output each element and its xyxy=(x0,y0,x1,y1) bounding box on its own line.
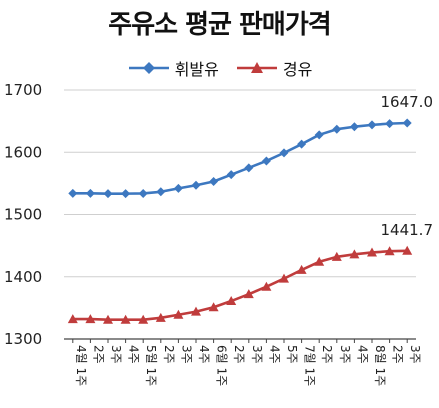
x-tick-label: 5월 1주 xyxy=(144,345,158,386)
point-diesel xyxy=(67,314,78,324)
x-tick-label: 3주 xyxy=(250,345,264,364)
x-tick-label: 4월 1주 xyxy=(74,345,88,386)
point-gasoline xyxy=(297,139,307,149)
point-gasoline xyxy=(173,183,183,193)
point-gasoline xyxy=(191,180,201,190)
point-diesel xyxy=(296,264,307,274)
point-diesel xyxy=(226,296,237,306)
y-tick-label: 1400 xyxy=(4,268,42,286)
point-diesel xyxy=(314,256,325,266)
point-gasoline xyxy=(367,120,377,130)
legend-swatch-diesel xyxy=(236,62,277,73)
legend: 휘발유 경유 xyxy=(0,56,439,80)
point-gasoline xyxy=(156,187,166,197)
point-diesel xyxy=(103,314,113,324)
point-diesel xyxy=(349,249,360,259)
x-axis-ticks: 4월 1주 2주 3주 4주 5월 1주 2주 3주 4주 6월 1주 2주 3주 4주 5주 7월 1주… xyxy=(72,339,422,386)
x-tick-label: 2주 xyxy=(320,345,334,364)
x-tick-label: 4주 xyxy=(197,345,211,364)
point-diesel xyxy=(120,314,131,324)
point-diesel xyxy=(208,302,219,312)
point-diesel xyxy=(155,312,166,322)
legend-label-gasoline: 휘발유 xyxy=(174,60,219,79)
grid-lines xyxy=(64,89,416,340)
x-tick-label: 4주 xyxy=(267,345,281,364)
point-gasoline xyxy=(279,148,289,158)
legend-item-diesel: 경유 xyxy=(235,56,312,80)
point-diesel xyxy=(173,309,184,319)
y-tick-label: 1500 xyxy=(4,206,42,224)
x-tick-label: 3주 xyxy=(179,345,193,364)
point-gasoline xyxy=(121,189,131,199)
y-tick-label: 1700 xyxy=(4,81,42,99)
point-gasoline xyxy=(314,130,324,140)
point-diesel xyxy=(402,245,413,255)
legend-label-diesel: 경유 xyxy=(282,60,313,79)
x-tick-label: 3주 xyxy=(109,345,123,364)
x-tick-label: 2주 xyxy=(232,345,246,364)
x-tick-label: 4주 xyxy=(355,345,369,364)
point-diesel xyxy=(85,314,96,324)
legend-item-gasoline: 휘발유 xyxy=(127,56,219,80)
point-diesel xyxy=(261,281,272,291)
x-tick-label: 2주 xyxy=(391,345,405,364)
point-gasoline xyxy=(138,188,148,198)
point-diesel xyxy=(279,273,289,283)
series-group xyxy=(67,118,413,324)
point-gasoline xyxy=(103,189,113,199)
y-tick-label: 1300 xyxy=(4,330,42,348)
series-line-gasoline xyxy=(72,121,408,195)
point-diesel xyxy=(243,289,254,299)
x-tick-label: 4주 xyxy=(127,345,141,364)
point-diesel xyxy=(191,306,201,316)
point-gasoline xyxy=(349,122,359,132)
point-gasoline xyxy=(68,188,78,198)
point-gasoline xyxy=(402,118,412,128)
y-axis-ticks: 1700 1600 1500 1400 1300 xyxy=(4,81,42,348)
point-gasoline xyxy=(226,170,236,180)
series-line-diesel xyxy=(72,249,408,322)
data-label-gasoline: 1647.0 xyxy=(381,93,434,111)
legend-swatch-gasoline xyxy=(128,62,169,74)
x-tick-label: 3주 xyxy=(338,345,352,364)
point-gasoline xyxy=(209,177,219,187)
x-tick-label: 3주 xyxy=(408,345,422,364)
point-gasoline xyxy=(385,119,395,129)
data-labels-group: 1647.0 1441.7 xyxy=(381,93,434,239)
data-label-diesel: 1441.7 xyxy=(381,221,434,239)
point-diesel xyxy=(331,251,342,261)
x-tick-label: 7월 1주 xyxy=(303,345,317,386)
point-diesel xyxy=(367,247,377,257)
point-diesel xyxy=(384,246,395,256)
point-gasoline xyxy=(332,124,342,134)
point-gasoline xyxy=(261,156,271,166)
x-tick-label: 6월 1주 xyxy=(215,345,229,386)
x-tick-label: 5주 xyxy=(285,345,299,364)
y-tick-label: 1600 xyxy=(4,143,42,161)
x-tick-label: 2주 xyxy=(91,345,105,364)
chart-title: 주유소 평균 판매가격 xyxy=(108,10,331,40)
point-gasoline xyxy=(244,163,254,173)
point-gasoline xyxy=(85,188,95,198)
point-diesel xyxy=(138,314,149,324)
x-tick-label: 8월 1주 xyxy=(373,345,387,386)
x-tick-label: 2주 xyxy=(162,345,176,364)
